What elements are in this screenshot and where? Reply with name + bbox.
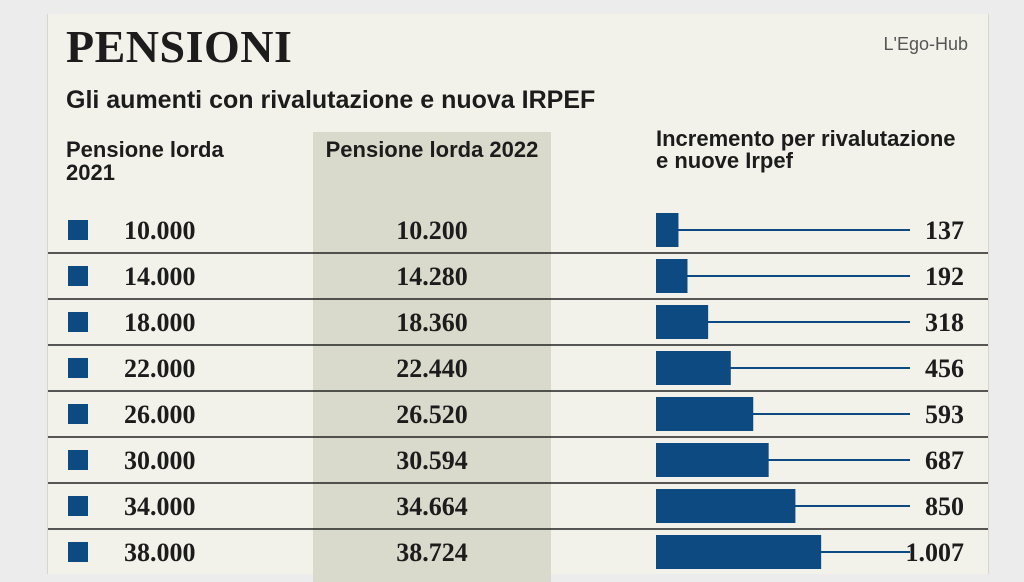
row-marker-icon [68,358,88,378]
pension-2021-label: 34.000 [124,492,196,521]
pension-2021-label: 10.000 [124,216,196,245]
pension-2021-label: 14.000 [124,262,196,291]
source-label: L'Ego-Hub [883,34,969,54]
increment-bar [656,213,679,247]
pension-2021-label: 38.000 [124,538,196,567]
row-marker-icon [68,542,88,562]
row-marker-icon [68,220,88,240]
pension-2021-label: 26.000 [124,400,196,429]
page-subtitle: Gli aumenti con rivalutazione e nuova IR… [66,86,596,114]
increment-bar [656,305,709,339]
increment-bar [656,259,688,293]
column-header-increment: Incremento per rivalutazione e nuove Irp… [656,126,956,173]
increment-value-label: 318 [925,308,964,337]
row-marker-icon [68,450,88,470]
increment-bar [656,535,822,569]
pension-2022-label: 18.360 [396,308,468,337]
increment-value-label: 137 [925,216,964,245]
row-marker-icon [68,312,88,332]
column-header-2022: Pensione lorda 2022 [325,137,539,162]
pension-chart: 10.000 10.200 137 14.000 14.280 192 18.000 18.3… [48,213,988,569]
row-marker-icon [68,266,88,286]
pension-2022-label: 22.440 [396,354,468,383]
highlight-column-2022 [313,132,551,582]
pension-2022-label: 34.664 [396,492,468,521]
increment-value-label: 687 [925,446,964,475]
pension-2021-label: 22.000 [124,354,196,383]
increment-value-label: 593 [925,400,964,429]
pension-2022-label: 10.200 [396,216,468,245]
increment-value-label: 456 [925,354,964,383]
increment-value-label: 1.007 [906,538,965,567]
increment-bar [656,351,731,385]
page-title: PENSIONI [66,21,293,72]
column-header-2021: Pensione lorda 2021 [66,137,224,186]
increment-value-label: 850 [925,492,964,521]
increment-value-label: 192 [925,262,964,291]
row-marker-icon [68,496,88,516]
increment-bar [656,489,796,523]
pension-2022-label: 14.280 [396,262,468,291]
pension-2021-label: 18.000 [124,308,196,337]
increment-bar [656,397,754,431]
pension-2022-label: 26.520 [396,400,468,429]
row-marker-icon [68,404,88,424]
increment-bar [656,443,769,477]
infographic-card: PENSIONI L'Ego-Hub Gli aumenti con rival… [47,14,989,582]
pension-2021-label: 30.000 [124,446,196,475]
pension-2022-label: 38.724 [396,538,468,567]
pension-2022-label: 30.594 [396,446,468,475]
